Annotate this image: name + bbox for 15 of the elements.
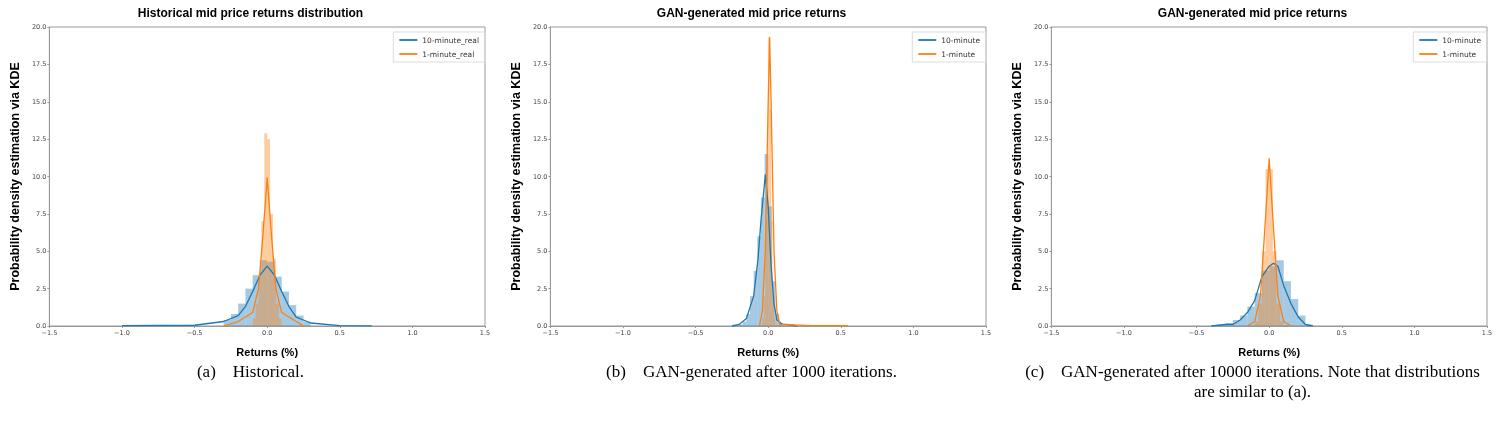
line-series bbox=[758, 36, 849, 327]
y-axis-title: Probability density estimation via KDE bbox=[508, 62, 523, 291]
line-series bbox=[121, 265, 373, 327]
chart-title: GAN-generated mid price returns bbox=[656, 6, 847, 20]
y-axis-title: Probability density estimation via KDE bbox=[1009, 62, 1024, 291]
text: (a) Historical. bbox=[195, 362, 306, 382]
x-axis-title: Returns (%) bbox=[1238, 345, 1301, 358]
line-series bbox=[1210, 262, 1314, 327]
x-axis-title: Returns (%) bbox=[737, 345, 800, 358]
text: (b) GAN-generated after 1000 iterations. bbox=[605, 362, 898, 382]
chart-title: GAN-generated mid price returns bbox=[1157, 6, 1348, 20]
text: (c) GAN-generated after 10000 iterations. Note that distributions are similar to (a). bbox=[1024, 362, 1481, 402]
x-axis-title: Returns (%) bbox=[236, 345, 299, 358]
chart-title: Historical mid price returns distribution bbox=[137, 6, 364, 20]
y-axis-title: Probability density estimation via KDE bbox=[7, 62, 22, 291]
